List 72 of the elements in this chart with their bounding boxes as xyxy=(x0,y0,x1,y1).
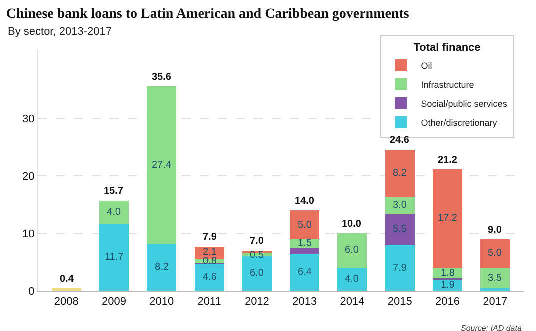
data-label: 6.0 xyxy=(345,245,360,256)
x-tick-label: 2015 xyxy=(388,296,412,308)
legend-label: Other/discretionary xyxy=(421,118,498,128)
x-tick-label: 2017 xyxy=(483,296,508,308)
source-note: Source: IAD data xyxy=(461,324,522,331)
bar xyxy=(194,264,224,291)
data-label: 4.6 xyxy=(203,272,218,283)
data-label: 1.8 xyxy=(441,268,456,279)
total-label: 15.7 xyxy=(104,186,124,197)
data-label: 4.0 xyxy=(107,207,122,218)
x-tick-label: 2013 xyxy=(292,296,318,308)
y-tick-label: 20 xyxy=(22,171,35,184)
data-label: 5.0 xyxy=(488,248,502,259)
x-tick-label: 2012 xyxy=(244,296,270,308)
data-label: 7.9 xyxy=(393,263,408,274)
data-label: 4.0 xyxy=(345,274,360,285)
bar xyxy=(385,246,415,291)
data-label: 1.5 xyxy=(298,238,312,249)
total-label: 14.0 xyxy=(295,196,315,207)
total-label: 35.6 xyxy=(152,72,172,83)
bar xyxy=(480,239,510,268)
bar xyxy=(385,214,415,246)
data-label: 8.2 xyxy=(155,262,170,273)
bar xyxy=(99,224,130,291)
data-label: 6.0 xyxy=(250,268,264,279)
bar xyxy=(432,169,463,268)
total-label: 10.0 xyxy=(342,219,362,230)
data-label: 27.4 xyxy=(152,160,172,171)
y-tick-label: 30 xyxy=(22,114,35,126)
bar xyxy=(290,254,320,291)
data-label: 5.5 xyxy=(393,224,408,235)
data-label: 11.7 xyxy=(105,252,124,263)
bar xyxy=(242,256,272,291)
chart-subtitle: By sector, 2013-2017 xyxy=(8,26,112,38)
x-tick-label: 2010 xyxy=(150,296,174,308)
legend-label: Oil xyxy=(421,60,432,71)
bar xyxy=(480,288,510,291)
data-label: 8.2 xyxy=(393,168,408,179)
y-tick-label: 10 xyxy=(22,228,35,240)
x-tick-label: 2009 xyxy=(102,296,126,308)
bar xyxy=(385,150,415,197)
data-label: 6.4 xyxy=(298,267,312,278)
data-label: 1.9 xyxy=(441,280,456,291)
data-label: 3.5 xyxy=(488,273,502,284)
bar xyxy=(147,244,177,291)
chart-title: Chinese bank loans to Latin American and Caribbean governments xyxy=(6,7,410,22)
data-label: 3.0 xyxy=(393,200,408,211)
total-label: 7.0 xyxy=(250,236,264,247)
total-label: 21.2 xyxy=(438,155,458,166)
bar xyxy=(480,268,510,288)
total-label: 0.4 xyxy=(60,274,74,285)
legend-title: Total finance xyxy=(414,42,481,54)
data-label: 5.0 xyxy=(298,220,312,231)
legend-label: Social/public services xyxy=(421,98,508,109)
bar xyxy=(338,234,368,268)
total-label: 9.0 xyxy=(488,225,502,236)
y-tick-label: 0 xyxy=(28,286,35,298)
total-label: 7.9 xyxy=(203,232,218,243)
bar xyxy=(99,200,130,224)
legend-label: Infrastructure xyxy=(421,80,474,90)
x-tick-label: 2014 xyxy=(340,296,365,308)
data-label: 2.1 xyxy=(203,247,218,258)
x-tick-label: 2016 xyxy=(436,296,460,308)
bar xyxy=(147,86,177,244)
total-label: 24.6 xyxy=(390,135,410,146)
x-tick-label: 2008 xyxy=(54,296,79,308)
bar xyxy=(290,210,320,240)
x-tick-label: 2011 xyxy=(198,296,222,308)
data-label: 17.2 xyxy=(438,213,458,224)
bar xyxy=(290,248,320,254)
bar xyxy=(385,196,415,214)
bar xyxy=(338,268,368,291)
